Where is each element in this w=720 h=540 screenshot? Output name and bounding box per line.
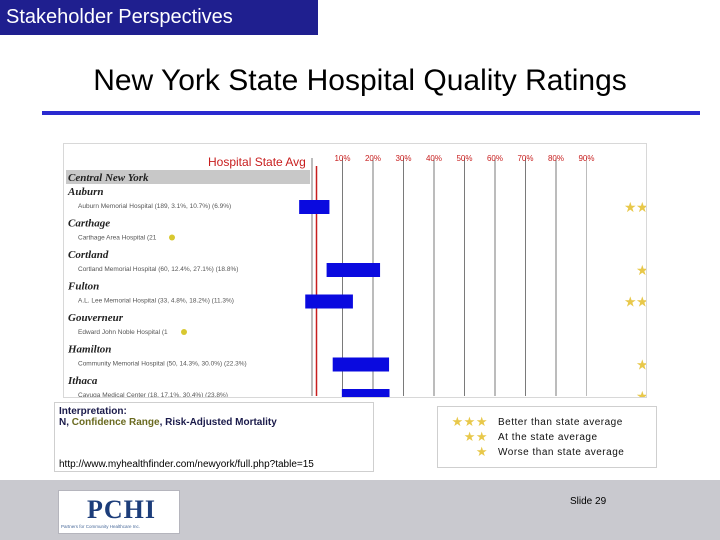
region-header-bg: [66, 170, 310, 184]
city-label: Auburn: [67, 186, 103, 198]
confidence-bar: [326, 263, 381, 277]
chart-margin: [586, 158, 646, 396]
tick-label: 10%: [334, 154, 350, 163]
star-icon: ★: [636, 263, 646, 279]
city-label: Fulton: [67, 281, 99, 293]
logo-subtext: Partners for Community Healthcare Inc.: [61, 524, 141, 529]
confidence-bar: [305, 294, 353, 309]
slide-title: New York State Hospital Quality Ratings: [93, 64, 627, 97]
chart-header-label: Hospital State Avg: [208, 155, 306, 169]
city-label: Hamilton: [67, 344, 111, 356]
logo-text: PCHI: [87, 495, 156, 524]
low-volume-dot: [169, 234, 175, 241]
city-label: Cortland: [68, 249, 109, 261]
hospital-label: A.L. Lee Memorial Hospital (33, 4.8%, 18…: [78, 298, 234, 305]
legend-label: Worse than state average: [498, 447, 625, 458]
legend-row-worse: ★ Worse than state average: [438, 445, 656, 461]
low-volume-dot: [181, 329, 187, 335]
hospital-label: Edward John Noble Hospital (1: [78, 329, 168, 336]
pchi-logo: PCHI Partners for Community Healthcare I…: [58, 490, 180, 534]
star-legend: ★★★ Better than state average ★★ At the …: [437, 406, 657, 468]
star-icon: ★: [636, 358, 646, 374]
confidence-bar: [299, 200, 330, 214]
slide-number: Slide 29: [570, 496, 607, 507]
interpretation-confidence: Confidence Range: [71, 417, 160, 428]
banner-text: Stakeholder Perspectives: [6, 6, 233, 28]
tick-label: 50%: [456, 154, 472, 163]
hospital-ratings-chart: Hospital State Avg 10% 20% 30% 40% 50% 60% 70% 8…: [63, 143, 647, 398]
star-icon: ★: [624, 295, 637, 311]
confidence-bar: [341, 389, 390, 397]
tick-label: 40%: [426, 154, 442, 163]
star-icon: ★: [636, 200, 646, 216]
source-url[interactable]: http://www.myhealthfinder.com/newyork/fu…: [59, 459, 314, 470]
two-star-icon: ★★: [463, 429, 488, 444]
interpretation-box: Interpretation: N, Confidence Range, Ris…: [54, 402, 374, 472]
hospital-label: Auburn Memorial Hospital (189, 3.1%, 10.…: [78, 203, 231, 210]
legend-label: At the state average: [498, 432, 598, 443]
star-icon: ★: [636, 295, 646, 311]
three-star-icon: ★★★: [451, 414, 488, 429]
tick-label: 60%: [487, 154, 503, 163]
city-label: Ithaca: [67, 375, 98, 387]
interpretation-risk: , Risk-Adjusted Mortality: [159, 417, 277, 428]
tick-label: 20%: [365, 154, 381, 163]
confidence-bar: [332, 357, 390, 372]
city-label: Gouverneur: [68, 312, 124, 324]
hospital-label: Cortland Memorial Hospital (60, 12.4%, 2…: [78, 266, 238, 273]
star-icon: ★: [636, 389, 646, 397]
interpretation-n: N,: [59, 417, 69, 428]
city-label: Carthage: [68, 218, 110, 230]
section-banner: Stakeholder Perspectives: [0, 0, 318, 35]
title-underline: [42, 111, 700, 115]
interpretation-legend: N, Confidence Range, Risk-Adjusted Morta…: [59, 417, 369, 428]
tick-label: 30%: [395, 154, 411, 163]
legend-label: Better than state average: [498, 417, 623, 428]
interpretation-heading: Interpretation:: [59, 406, 127, 417]
tick-label: 80%: [548, 154, 564, 163]
ratings-chart-svg: Hospital State Avg 10% 20% 30% 40% 50% 60% 70% 8…: [66, 154, 646, 397]
star-icon: ★: [624, 200, 637, 216]
legend-row-better: ★★★ Better than state average: [438, 415, 656, 431]
tick-label: 70%: [517, 154, 533, 163]
region-label: Central New York: [68, 172, 149, 184]
legend-row-average: ★★ At the state average: [438, 430, 656, 446]
tick-label: 90%: [578, 154, 594, 163]
hospital-label: Carthage Area Hospital (21: [78, 235, 157, 242]
hospital-label: Community Memorial Hospital (50, 14.3%, …: [78, 361, 247, 368]
hospital-label: Cayuga Medical Center (18, 17.1%, 30.4%)…: [78, 392, 228, 397]
one-star-icon: ★: [475, 444, 488, 459]
